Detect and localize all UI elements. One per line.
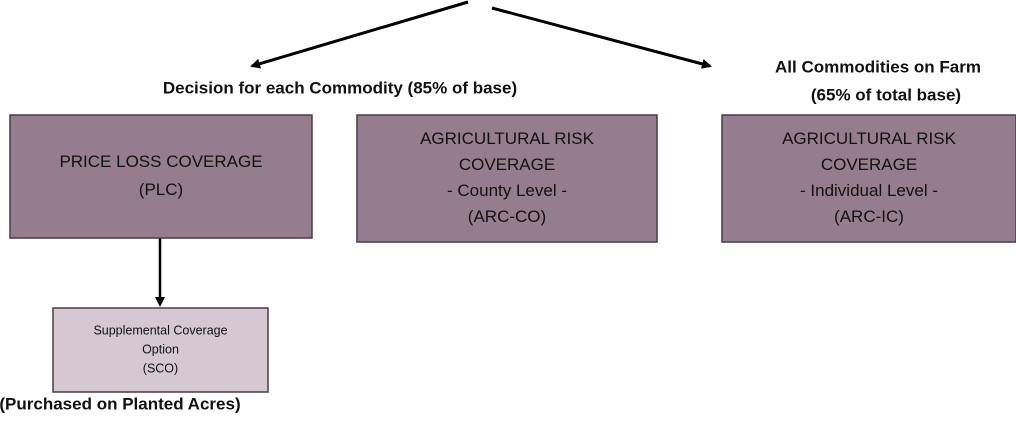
label: (65% of total base) [811, 85, 961, 104]
nodes: PRICE LOSS COVERAGE (PLC) AGRICULTURAL RIS… [9, 114, 1016, 393]
node-label: PRICE LOSS COVERAGE [59, 152, 262, 171]
node-label: Option [142, 342, 179, 356]
node-label: (PLC) [139, 180, 183, 199]
node-label: - Individual Level - [800, 181, 938, 200]
node-label: AGRICULTURAL RISK [782, 129, 956, 148]
arrow [491, 6, 712, 69]
label: Decision for each Commodity (85% of base… [163, 78, 517, 97]
node-label: COVERAGE [459, 155, 555, 174]
node-box [721, 114, 1016, 243]
node-label: - County Level - [447, 181, 567, 200]
node-box [356, 114, 658, 243]
node-box [52, 307, 269, 393]
label: (Purchased on Planted Acres) [0, 394, 241, 413]
arrow [250, 0, 469, 69]
node-label: (ARC-CO) [468, 207, 546, 226]
node-label: (SCO) [143, 361, 178, 375]
node-label: Supplemental Coverage [93, 323, 227, 337]
node-box [9, 114, 313, 239]
node-label: AGRICULTURAL RISK [420, 129, 594, 148]
label: All Commodities on Farm [775, 57, 981, 76]
node-label: COVERAGE [821, 155, 917, 174]
node-label: (ARC-IC) [834, 207, 904, 226]
